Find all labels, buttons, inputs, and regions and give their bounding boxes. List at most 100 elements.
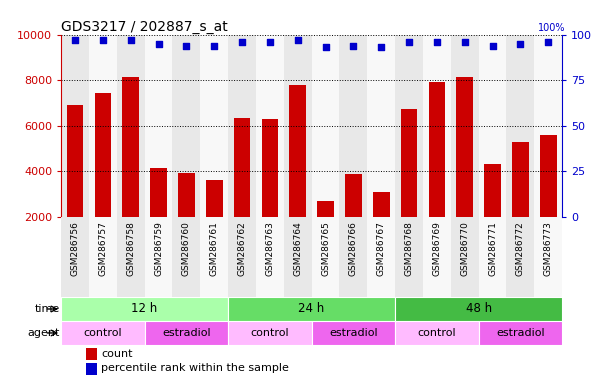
Text: GSM286765: GSM286765 (321, 221, 330, 276)
Point (348, 43, 358, 49)
Text: estradiol: estradiol (496, 328, 544, 338)
Text: GSM286772: GSM286772 (516, 221, 525, 276)
Bar (312, 321, 395, 345)
Text: estradiol: estradiol (162, 328, 211, 338)
Bar (312, 35, 340, 217)
Bar (61, 321, 145, 345)
Text: GSM286760: GSM286760 (182, 221, 191, 276)
Bar (86, 348, 97, 360)
Point (321, 44, 331, 50)
Bar (478, 321, 562, 345)
Text: estradiol: estradiol (329, 328, 378, 338)
Bar (401, 109, 417, 263)
Point (153, 41, 163, 47)
Point (210, 43, 219, 49)
Text: GSM286771: GSM286771 (488, 221, 497, 276)
Bar (228, 297, 395, 321)
Bar (61, 297, 228, 321)
Text: GSM286766: GSM286766 (349, 221, 358, 276)
Point (237, 39, 247, 45)
Bar (540, 136, 557, 263)
Bar (507, 35, 534, 217)
Bar (478, 217, 507, 297)
Text: time: time (34, 304, 60, 314)
Text: 48 h: 48 h (466, 303, 492, 316)
Bar (95, 93, 111, 263)
Text: GSM286759: GSM286759 (154, 221, 163, 276)
Point (70, 37, 80, 43)
Bar (206, 180, 222, 263)
Bar (172, 217, 200, 297)
Text: GSM286769: GSM286769 (433, 221, 441, 276)
Bar (451, 217, 478, 297)
Text: control: control (84, 328, 122, 338)
Bar (178, 173, 195, 263)
Bar (67, 105, 83, 263)
Text: GDS3217 / 202887_s_at: GDS3217 / 202887_s_at (61, 20, 228, 33)
Text: GSM286761: GSM286761 (210, 221, 219, 276)
Text: 24 h: 24 h (299, 303, 324, 316)
Bar (317, 201, 334, 263)
Bar (340, 35, 367, 217)
Text: control: control (251, 328, 289, 338)
Bar (172, 35, 200, 217)
Bar (340, 217, 367, 297)
Text: count: count (101, 349, 133, 359)
Bar (86, 363, 97, 375)
Text: GSM286773: GSM286773 (544, 221, 553, 276)
Bar (290, 85, 306, 263)
Bar (423, 217, 451, 297)
Point (265, 39, 275, 45)
Bar (456, 77, 473, 263)
Bar (150, 168, 167, 263)
Bar (89, 35, 117, 217)
Point (488, 43, 497, 49)
Bar (451, 35, 478, 217)
Bar (145, 35, 172, 217)
Text: control: control (417, 328, 456, 338)
Text: GSM286767: GSM286767 (377, 221, 386, 276)
Text: agent: agent (27, 328, 60, 338)
Bar (89, 217, 117, 297)
Point (432, 39, 442, 45)
Text: 100%: 100% (538, 23, 565, 33)
Text: GSM286756: GSM286756 (70, 221, 79, 276)
Point (98, 37, 108, 43)
Bar (534, 35, 562, 217)
Bar (534, 217, 562, 297)
Text: percentile rank within the sample: percentile rank within the sample (101, 364, 289, 374)
Bar (395, 321, 478, 345)
Point (516, 41, 525, 47)
Bar (478, 35, 507, 217)
Bar (284, 35, 312, 217)
Bar (312, 217, 340, 297)
Text: 12 h: 12 h (131, 303, 158, 316)
Text: GSM286770: GSM286770 (460, 221, 469, 276)
Bar (284, 217, 312, 297)
Bar (117, 35, 145, 217)
Bar (345, 174, 362, 263)
Bar (507, 217, 534, 297)
Bar (428, 83, 445, 263)
Bar (256, 35, 284, 217)
Point (126, 37, 136, 43)
Bar (395, 35, 423, 217)
Text: GSM286763: GSM286763 (265, 221, 274, 276)
Bar (373, 192, 390, 263)
Bar (145, 321, 228, 345)
Bar (200, 217, 228, 297)
Text: GSM286758: GSM286758 (126, 221, 135, 276)
Point (460, 39, 470, 45)
Bar (61, 217, 89, 297)
Text: GSM286768: GSM286768 (404, 221, 414, 276)
Bar (145, 217, 172, 297)
Bar (122, 77, 139, 263)
Point (181, 43, 191, 49)
Bar (395, 297, 562, 321)
Bar (484, 164, 501, 263)
Bar (512, 142, 529, 263)
Bar (262, 119, 278, 263)
Point (293, 37, 302, 43)
Bar (228, 321, 312, 345)
Bar (423, 35, 451, 217)
